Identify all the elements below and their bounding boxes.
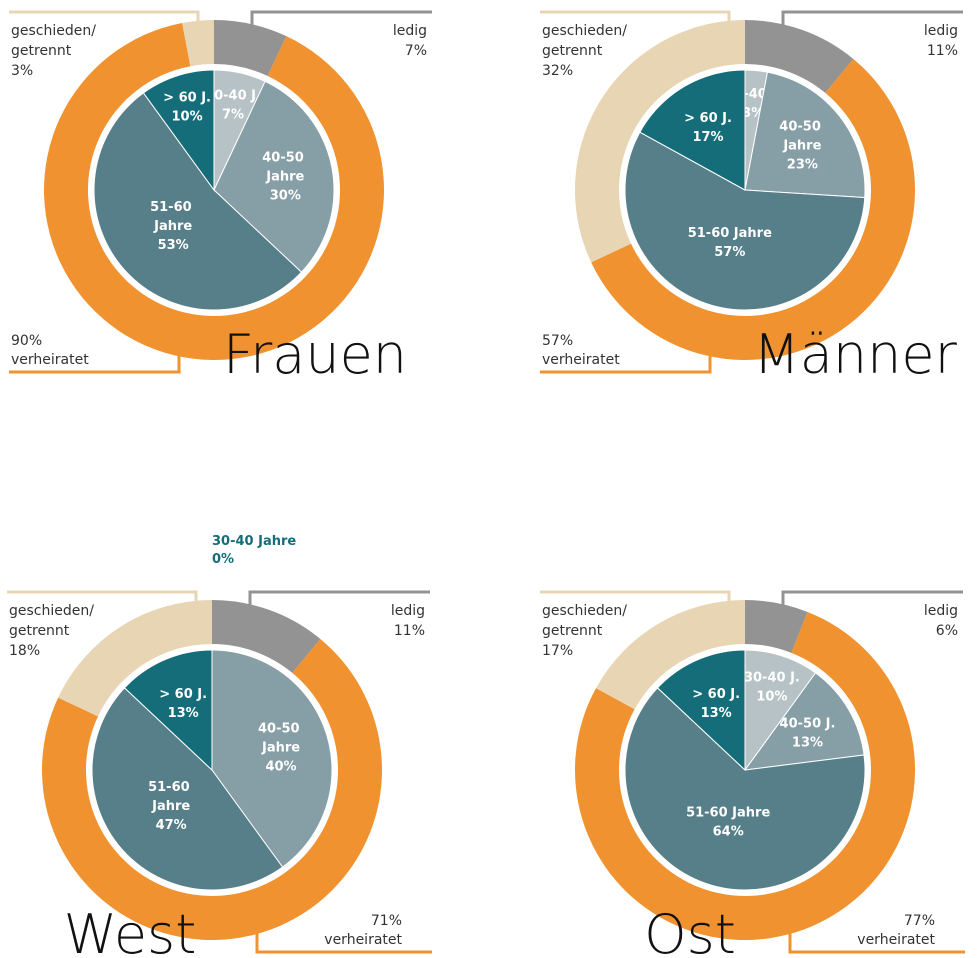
slice-label: 40-50 Jahre (258, 722, 304, 756)
callout-line (248, 590, 430, 610)
slice-label: 40-50 Jahre (262, 150, 308, 184)
callout-line (9, 352, 181, 374)
ring-segment (182, 20, 214, 67)
callout-line (9, 10, 200, 25)
ring-segment (41, 639, 383, 940)
callout-line (250, 10, 432, 30)
legend-label: verheiratet (542, 352, 620, 368)
legend-value: 3% (11, 63, 33, 79)
slice-value: 13% (701, 706, 732, 721)
slice-label: 51-60 Jahre (688, 226, 772, 241)
legend-value: 71% (371, 913, 402, 929)
legend-label: ledig (391, 603, 425, 619)
slice-label: 30-40 J. (205, 88, 261, 103)
slice-label: > 60 J. (163, 91, 211, 106)
legend-value: 57% (542, 333, 573, 349)
ring-segment (58, 600, 213, 717)
slice-label: > 60 J. (692, 687, 740, 702)
ring-segment (591, 59, 915, 360)
slice-value: 47% (156, 818, 187, 833)
slice-value: 64% (713, 824, 744, 839)
chart-title: Frauen (223, 323, 407, 386)
callout-line (781, 10, 963, 30)
callout-line (540, 352, 712, 374)
legend-value: 7% (405, 43, 427, 59)
legend-label: verheiratet (11, 352, 89, 368)
legend-label: geschieden/getrennt (9, 603, 94, 639)
legend-label: ledig (924, 603, 958, 619)
slice-label: 30-40 J. (744, 671, 800, 686)
slice-label: 51-60 Jahre (686, 805, 770, 820)
slice-value: 10% (172, 110, 203, 125)
legend-label: verheiratet (324, 932, 402, 948)
slice-label: 51-60 Jahre (150, 200, 196, 234)
callout-line (781, 590, 963, 610)
legend-value: 17% (542, 643, 573, 659)
pie-border (622, 67, 868, 313)
legend-value: 77% (904, 913, 935, 929)
slice-label: > 60 J. (684, 111, 732, 126)
legend-label: geschieden/getrennt (11, 23, 96, 59)
chart-title: West (64, 903, 197, 958)
slice-value: 40% (265, 760, 296, 775)
slice-label: 40-50 Jahre (779, 120, 825, 154)
slice-value: 13% (168, 706, 199, 721)
ring-segment (745, 20, 854, 93)
slice-value: 17% (692, 130, 723, 145)
ring-segment (745, 600, 808, 653)
legend-value: 11% (927, 43, 958, 59)
legend-label: geschieden/getrennt (542, 603, 627, 639)
callout-line (540, 10, 731, 25)
slice-value: 13% (792, 736, 823, 751)
legend-label: geschieden/getrennt (542, 23, 627, 59)
slice-label: > 60 J. (159, 687, 207, 702)
legend-label: verheiratet (857, 932, 935, 948)
pie-border (622, 647, 868, 893)
callout-line (540, 590, 731, 605)
chart-title: Ost (644, 903, 736, 958)
ring-segment (574, 20, 745, 263)
chart-title: Männer (753, 323, 957, 386)
slice-label: 51-60 Jahre (148, 780, 194, 814)
callout-line (788, 932, 965, 954)
slice-value: 57% (714, 245, 745, 260)
legend-value: 90% (11, 333, 42, 349)
pie-border (91, 67, 337, 313)
legend-label: ledig (924, 23, 958, 39)
pie-border (89, 647, 335, 893)
slice-value: 53% (158, 238, 189, 253)
slice-label: 40-50 J. (780, 717, 836, 732)
callout-line (255, 932, 432, 954)
slice-value: 23% (787, 158, 818, 173)
legend-value: 32% (542, 63, 573, 79)
callout-line (7, 590, 198, 605)
ring-segment (596, 600, 745, 710)
slice-value: 30% (270, 188, 301, 203)
legend-value: 18% (9, 643, 40, 659)
ring-segment (212, 600, 321, 673)
slice-value: 10% (756, 690, 787, 705)
legend-value: 6% (936, 623, 958, 639)
ring-segment (214, 20, 287, 76)
slice-value: 0% (212, 552, 234, 567)
legend-label: ledig (393, 23, 427, 39)
legend-value: 11% (394, 623, 425, 639)
slice-value: 7% (222, 107, 244, 122)
slice-label: 30-40 Jahre (212, 534, 296, 549)
